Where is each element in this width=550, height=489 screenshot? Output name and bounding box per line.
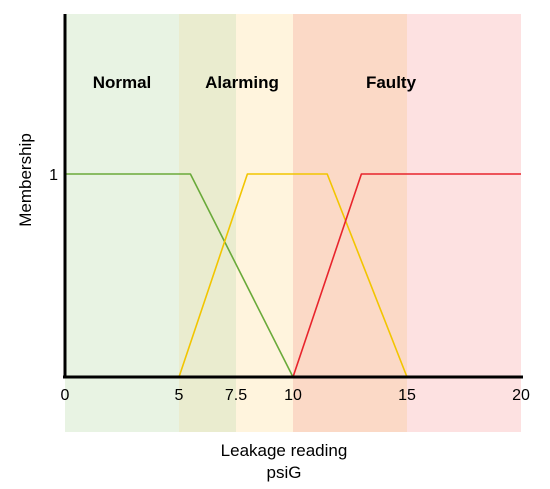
region-label-alarming: Alarming bbox=[205, 73, 279, 92]
y-tick-label: 1 bbox=[49, 167, 58, 184]
x-tick-label: 20 bbox=[512, 387, 530, 404]
background-band-0 bbox=[65, 14, 179, 432]
series-line-0 bbox=[65, 173, 294, 378]
background-band-3 bbox=[293, 14, 407, 432]
x-axis-title-line1: Leakage reading bbox=[221, 441, 348, 460]
series-line-2 bbox=[292, 173, 521, 378]
x-tick-label: 7.5 bbox=[225, 387, 247, 404]
x-tick-label: 10 bbox=[284, 387, 302, 404]
membership-series bbox=[65, 173, 521, 378]
background-band-2 bbox=[236, 14, 293, 432]
x-axis-title-line2: psiG bbox=[267, 463, 302, 482]
series-line-1 bbox=[178, 173, 408, 378]
x-tick-labels: 0 5 7.5 10 15 20 bbox=[61, 387, 530, 404]
x-tick-label: 15 bbox=[398, 387, 416, 404]
background-band-1 bbox=[179, 14, 236, 432]
x-tick-label: 0 bbox=[61, 387, 70, 404]
y-axis-title: Membership bbox=[16, 133, 35, 227]
region-label-normal: Normal bbox=[93, 73, 152, 92]
region-labels: Normal Alarming Faulty bbox=[93, 73, 417, 92]
region-label-faulty: Faulty bbox=[366, 73, 417, 92]
y-tick-labels: 1 bbox=[49, 167, 58, 184]
background-bands bbox=[65, 14, 521, 432]
background-band-4 bbox=[407, 14, 521, 432]
x-tick-label: 5 bbox=[175, 387, 184, 404]
